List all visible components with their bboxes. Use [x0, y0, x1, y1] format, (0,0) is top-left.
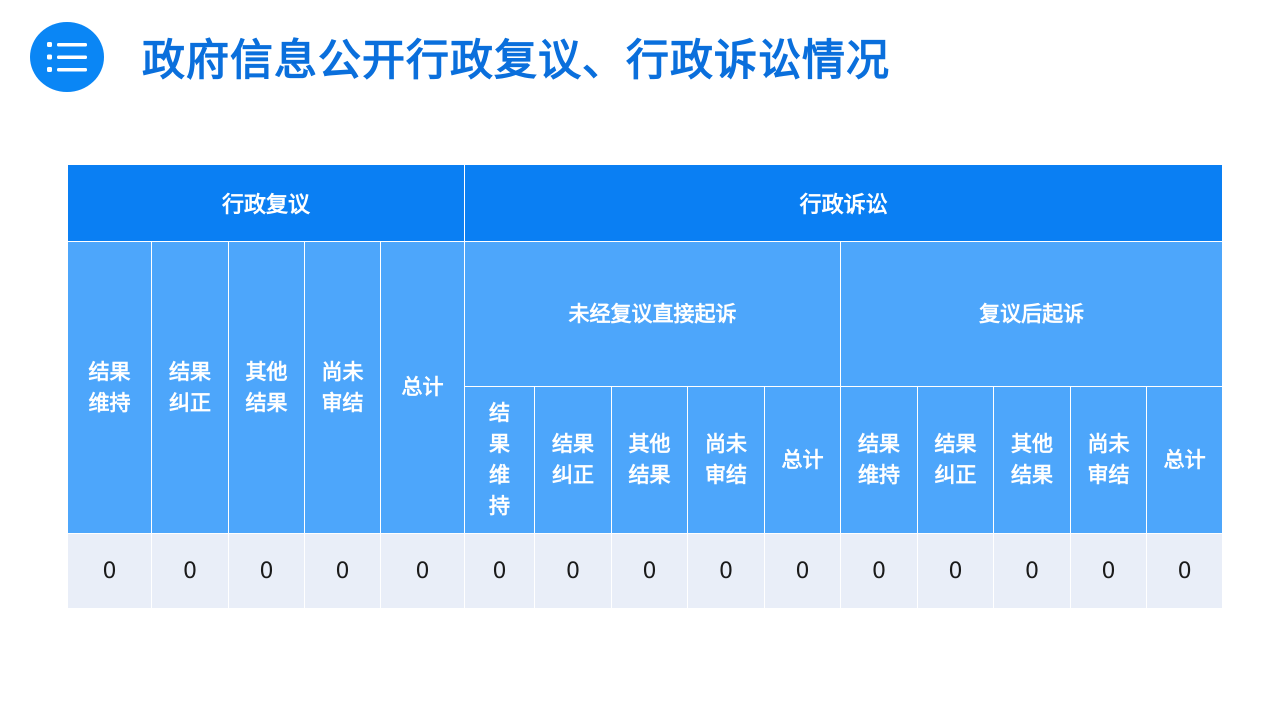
- direct-val-corrected: 0: [534, 533, 613, 609]
- header-row-top: 行政复议 行政诉讼: [66, 164, 1224, 242]
- after-val-pending: 0: [1070, 533, 1148, 609]
- after-col-maintained: 结果维持: [840, 386, 919, 534]
- direct-val-total: 0: [764, 533, 842, 609]
- direct-col-corrected: 结果纠正: [534, 386, 613, 534]
- review-val-maintained: 0: [67, 533, 152, 609]
- review-col-maintained: 结果维持: [67, 241, 152, 534]
- after-review-suit-header: 复议后起诉: [840, 241, 1224, 387]
- page-title: 政府信息公开行政复议、行政诉讼情况: [142, 36, 890, 86]
- header-row-mid: 结果维持 结果纠正 其他结果 尚未审结 总计 未经复议直接起诉 复议后起诉: [67, 241, 1224, 534]
- review-col-other: 其他结果: [228, 241, 305, 534]
- direct-val-pending: 0: [687, 533, 766, 609]
- direct-col-other: 其他结果: [611, 386, 689, 534]
- after-val-other: 0: [993, 533, 1072, 609]
- direct-val-maintained: 0: [464, 533, 536, 609]
- review-col-total: 总计: [379, 241, 466, 534]
- after-col-other: 其他结果: [993, 386, 1072, 534]
- review-litigation-table: 行政复议 行政诉讼 结果维持 结果纠正 其他结果 尚未审结 总计 未经复议直接起…: [66, 164, 1224, 609]
- review-col-pending: 尚未审结: [304, 241, 381, 534]
- direct-col-total: 总计: [764, 386, 842, 534]
- review-val-other: 0: [228, 533, 305, 609]
- litigation-header: 行政诉讼: [464, 164, 1224, 242]
- direct-val-other: 0: [611, 533, 689, 609]
- table-row: 0 0 0 0 0 0 0 0 0 0 0 0 0 0 0: [67, 533, 1224, 609]
- review-val-total: 0: [379, 533, 466, 609]
- review-col-corrected: 结果纠正: [151, 241, 229, 534]
- admin-review-header: 行政复议: [66, 164, 466, 242]
- direct-col-maintained: 结果维持: [464, 386, 536, 534]
- after-col-total: 总计: [1146, 386, 1224, 534]
- review-val-corrected: 0: [151, 533, 229, 609]
- list-icon: [30, 22, 104, 92]
- header-row-bottom: 结果维持 结果纠正 其他结果 尚未审结 总计 结果维持 结果纠正 其他结果 尚未…: [68, 386, 1224, 534]
- after-val-total: 0: [1146, 533, 1224, 609]
- after-col-corrected: 结果纠正: [917, 386, 995, 534]
- review-val-pending: 0: [304, 533, 381, 609]
- after-col-pending: 尚未审结: [1070, 386, 1148, 534]
- direct-col-pending: 尚未审结: [687, 386, 766, 534]
- direct-suit-header: 未经复议直接起诉: [464, 241, 842, 387]
- after-val-maintained: 0: [840, 533, 919, 609]
- title-bar: 政府信息公开行政复议、行政诉讼情况: [30, 22, 890, 92]
- after-val-corrected: 0: [917, 533, 995, 609]
